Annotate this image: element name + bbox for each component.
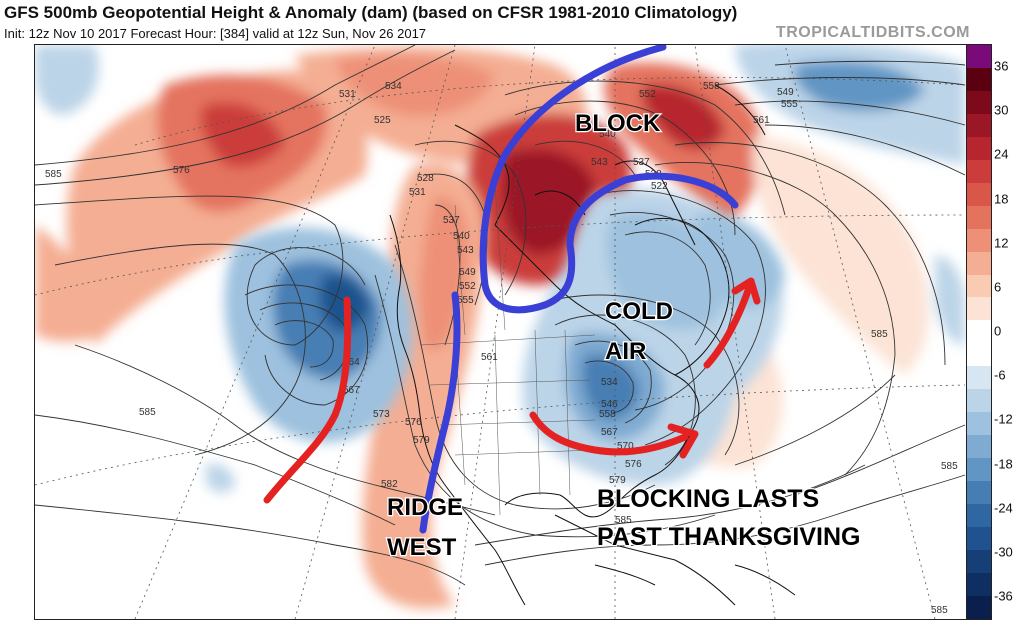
svg-text:585: 585 [139,407,156,418]
svg-text:570: 570 [617,441,634,452]
colorbar-segment [967,504,991,528]
colorbar-segment [967,343,991,367]
annotation-past-thanksgiving: PAST THANKSGIVING [597,523,860,551]
svg-text:546: 546 [601,399,618,410]
colorbar-segment [967,182,991,206]
anomaly-map: 531 534 525 528 531 537 540 543 549 552 … [34,44,968,620]
svg-text:543: 543 [457,245,474,256]
colorbar-segment [967,320,991,344]
colorbar-segment [967,136,991,160]
colorbar-segment [967,228,991,252]
colorbar-segment [967,90,991,114]
colorbar-segment [967,412,991,436]
svg-text:585: 585 [871,329,888,340]
contour-labels: 531 534 525 528 531 537 540 543 549 552 … [45,81,958,616]
colorbar-segment [967,251,991,275]
negative-anomaly-shading [35,45,965,493]
svg-text:525: 525 [374,115,391,126]
colorbar-segment [967,595,991,619]
colorbar-segment [967,366,991,390]
colorbar-segment [967,274,991,298]
colorbar-segment [967,297,991,321]
colorbar-segment [967,205,991,229]
annotation-west: WEST [387,534,457,561]
annotation-cold: COLD [605,298,673,325]
svg-text:522: 522 [651,181,668,192]
colorbar-segment [967,159,991,183]
svg-text:543: 543 [591,157,608,168]
watermark: TROPICALTIDBITS.COM [775,24,970,41]
colorbar-tick-label: -18 [994,456,1013,471]
svg-text:576: 576 [405,417,422,428]
svg-text:585: 585 [931,605,948,616]
annotation-ridge: RIDGE [387,494,463,521]
colorbar-tick-label: 6 [994,279,1002,295]
svg-text:585: 585 [45,169,62,180]
svg-text:558: 558 [703,81,720,92]
svg-text:552: 552 [639,89,656,100]
colorbar-tick-label: -30 [994,544,1013,560]
lat-lon-grid [35,45,966,619]
svg-text:585: 585 [941,461,958,472]
svg-text:576: 576 [173,165,190,176]
svg-text:561: 561 [481,352,498,363]
svg-text:537: 537 [633,157,650,168]
colorbar-tick-label: 24 [994,146,1009,162]
colorbar-tick-label: -12 [994,411,1013,427]
svg-text:552: 552 [459,281,476,292]
colorbar-segment [967,549,991,573]
svg-text:555: 555 [457,295,474,306]
colorbar-segment [967,481,991,505]
svg-text:531: 531 [339,89,356,100]
svg-text:531: 531 [409,187,426,198]
svg-text:576: 576 [625,459,642,470]
svg-text:582: 582 [381,479,398,490]
annotation-air: AIR [605,338,646,365]
svg-text:558: 558 [599,409,616,420]
svg-text:561: 561 [753,115,770,126]
anomaly-colorbar [966,44,992,620]
svg-text:549: 549 [777,87,794,98]
colorbar-segment [967,113,991,137]
map-canvas: 531 534 525 528 531 537 540 543 549 552 … [35,45,966,619]
colorbar-segment [967,45,991,68]
colorbar-tick-label: 12 [994,235,1009,251]
colorbar-tick-label: 36 [994,58,1009,74]
svg-text:540: 540 [599,129,616,140]
svg-text:585: 585 [615,515,632,526]
svg-text:549: 549 [459,267,476,278]
svg-text:537: 537 [443,215,460,226]
svg-text:540: 540 [453,231,470,242]
svg-text:579: 579 [413,435,430,446]
svg-text:579: 579 [609,475,626,486]
colorbar-tick-label: 30 [994,102,1009,118]
colorbar-tick-label: -6 [994,367,1006,383]
svg-text:534: 534 [385,81,402,92]
colorbar-tick-label: -24 [994,500,1013,516]
colorbar-segment [967,527,991,550]
map-title: GFS 500mb Geopotential Height & Anomaly … [4,3,738,22]
svg-text:528: 528 [417,173,434,184]
svg-text:564: 564 [343,357,360,368]
colorbar-segment [967,435,991,459]
colorbar-ticks: 36 30 24 18 12 6 0 -6 -12 -18 -24 -30 -36 [994,44,1024,618]
svg-text:567: 567 [601,427,618,438]
colorbar-segment [967,67,991,91]
svg-text:534: 534 [601,377,618,388]
colorbar-tick-label: 18 [994,191,1009,206]
annotation-block: BLOCK [575,110,661,137]
colorbar-tick-label: 0 [994,323,1002,339]
map-subtitle: Init: 12z Nov 10 2017 Forecast Hour: [38… [4,26,427,41]
blue-block-outline [419,45,739,534]
red-flow-arrows [263,277,761,504]
colorbar-tick-label: -36 [994,588,1013,604]
svg-text:567: 567 [343,385,360,396]
annotation-blocking-lasts: BLOCKING LASTS [597,485,819,513]
colorbar-segment [967,458,991,482]
svg-text:555: 555 [781,99,798,110]
coastlines [389,84,796,606]
svg-text:573: 573 [373,409,390,420]
colorbar-segment [967,389,991,413]
colorbar-segment [967,572,991,596]
